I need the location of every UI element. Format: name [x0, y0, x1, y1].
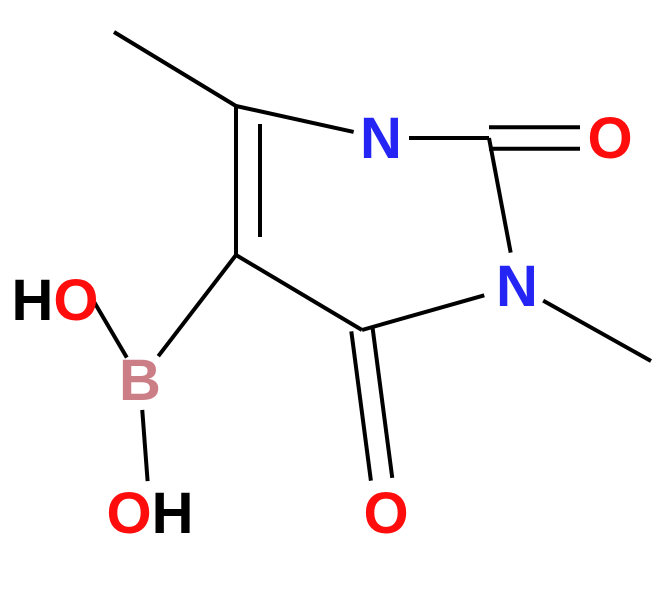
bond-c5-b	[158, 255, 236, 356]
atom-n3: N	[496, 254, 538, 319]
bond-me-c6	[114, 32, 236, 106]
bond-n3-me	[543, 301, 651, 361]
atom-ho: HO	[11, 268, 98, 333]
atom-n1: N	[360, 106, 402, 171]
molecule-diagram: N N O O B HO OH	[0, 0, 659, 602]
bond-c4-od-b	[373, 329, 393, 478]
bond-c4-od-a	[351, 331, 371, 480]
bond-c4-n3	[362, 295, 484, 330]
atom-o2: O	[587, 106, 632, 171]
atom-oh: OH	[106, 481, 193, 546]
atom-o-down: O	[363, 481, 408, 546]
bond-c5-c4	[236, 255, 362, 330]
bond-n1-c6	[236, 106, 354, 132]
atom-b: B	[119, 348, 161, 413]
bond-b-oh	[142, 410, 147, 481]
bond-n3-c2	[489, 138, 511, 253]
